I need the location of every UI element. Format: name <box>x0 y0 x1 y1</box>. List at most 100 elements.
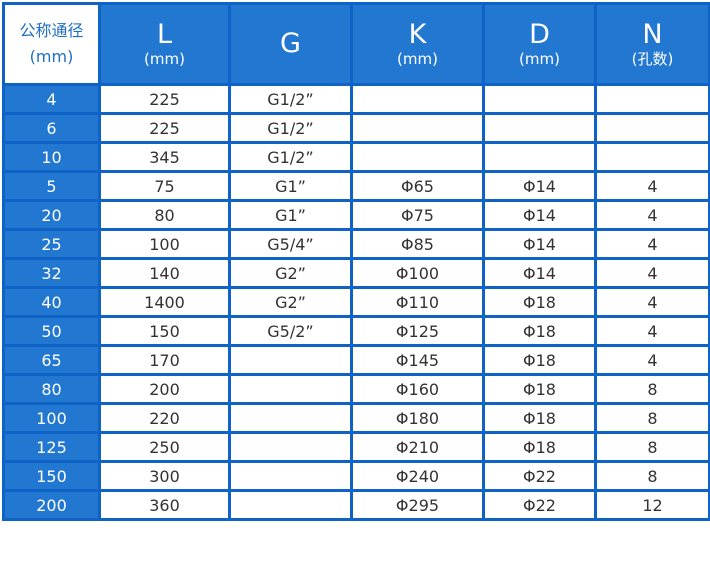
cell-K: Φ75 <box>350 199 485 231</box>
cell-L: 345 <box>98 141 231 173</box>
cell-dn: 80 <box>2 373 101 405</box>
cell-dn: 5 <box>2 170 101 202</box>
cell-G: G2” <box>228 286 353 318</box>
cell-D: Φ18 <box>482 431 597 463</box>
cell-L: 75 <box>98 170 231 202</box>
cell-N <box>594 112 710 144</box>
cell-N: 4 <box>594 199 710 231</box>
cell-D: Φ18 <box>482 315 597 347</box>
table-row: 125 250 Φ210 Φ18 8 <box>2 431 710 463</box>
cell-G: G1/2” <box>228 112 353 144</box>
table-row: 40 1400 G2” Φ110 Φ18 4 <box>2 286 710 318</box>
cell-G: G1/2” <box>228 141 353 173</box>
cell-D <box>482 141 597 173</box>
cell-dn: 20 <box>2 199 101 231</box>
cell-D: Φ18 <box>482 373 597 405</box>
cell-K: Φ85 <box>350 228 485 260</box>
cell-N: 4 <box>594 344 710 376</box>
table-row: 65 170 Φ145 Φ18 4 <box>2 344 710 376</box>
cell-dn: 4 <box>2 83 101 115</box>
header-G: G <box>228 2 353 86</box>
cell-K <box>350 83 485 115</box>
cell-G: G5/4” <box>228 228 353 260</box>
cell-N: 4 <box>594 315 710 347</box>
cell-N: 12 <box>594 489 710 521</box>
cell-L: 300 <box>98 460 231 492</box>
cell-G: G1” <box>228 199 353 231</box>
cell-L: 225 <box>98 83 231 115</box>
header-N: N (孔数) <box>594 2 710 86</box>
cell-D: Φ18 <box>482 402 597 434</box>
cell-D: Φ22 <box>482 489 597 521</box>
cell-K: Φ100 <box>350 257 485 289</box>
cell-L: 220 <box>98 402 231 434</box>
table-row: 4 225 G1/2” <box>2 83 710 115</box>
cell-G: G1/2” <box>228 83 353 115</box>
cell-K: Φ145 <box>350 344 485 376</box>
table-row: 150 300 Φ240 Φ22 8 <box>2 460 710 492</box>
cell-L: 140 <box>98 257 231 289</box>
header-L: L (mm) <box>98 2 231 86</box>
cell-dn: 50 <box>2 315 101 347</box>
cell-G <box>228 431 353 463</box>
cell-L: 200 <box>98 373 231 405</box>
cell-D: Φ14 <box>482 199 597 231</box>
cell-K: Φ110 <box>350 286 485 318</box>
cell-N: 4 <box>594 170 710 202</box>
cell-dn: 6 <box>2 112 101 144</box>
cell-N: 8 <box>594 402 710 434</box>
cell-D: Φ14 <box>482 257 597 289</box>
cell-G <box>228 402 353 434</box>
cell-N: 4 <box>594 228 710 260</box>
cell-N <box>594 83 710 115</box>
cell-K: Φ210 <box>350 431 485 463</box>
header-nominal-diameter: 公称通径 (mm) <box>2 2 101 86</box>
cell-dn: 150 <box>2 460 101 492</box>
cell-D: Φ18 <box>482 286 597 318</box>
table-row: 80 200 Φ160 Φ18 8 <box>2 373 710 405</box>
cell-D: Φ22 <box>482 460 597 492</box>
cell-D: Φ18 <box>482 344 597 376</box>
cell-dn: 32 <box>2 257 101 289</box>
cell-K: Φ125 <box>350 315 485 347</box>
cell-L: 360 <box>98 489 231 521</box>
cell-G: G5/2” <box>228 315 353 347</box>
table-row: 100 220 Φ180 Φ18 8 <box>2 402 710 434</box>
cell-K <box>350 141 485 173</box>
cell-K: Φ160 <box>350 373 485 405</box>
table-row: 200 360 Φ295 Φ22 12 <box>2 489 710 521</box>
table-row: 6 225 G1/2” <box>2 112 710 144</box>
cell-G <box>228 460 353 492</box>
cell-K <box>350 112 485 144</box>
cell-L: 170 <box>98 344 231 376</box>
cell-N: 8 <box>594 373 710 405</box>
cell-N <box>594 141 710 173</box>
cell-G: G1” <box>228 170 353 202</box>
cell-D <box>482 112 597 144</box>
cell-D: Φ14 <box>482 228 597 260</box>
header-D: D (mm) <box>482 2 597 86</box>
cell-K: Φ180 <box>350 402 485 434</box>
table-row: 10 345 G1/2” <box>2 141 710 173</box>
cell-G: G2” <box>228 257 353 289</box>
cell-dn: 100 <box>2 402 101 434</box>
cell-N: 8 <box>594 431 710 463</box>
cell-G <box>228 344 353 376</box>
cell-D: Φ14 <box>482 170 597 202</box>
cell-N: 8 <box>594 460 710 492</box>
table-row: 20 80 G1” Φ75 Φ14 4 <box>2 199 710 231</box>
cell-N: 4 <box>594 286 710 318</box>
cell-L: 150 <box>98 315 231 347</box>
cell-L: 100 <box>98 228 231 260</box>
header-row: 公称通径 (mm) L (mm) G K (mm) D (mm) N (孔数) <box>2 2 710 86</box>
table-row: 5 75 G1” Φ65 Φ14 4 <box>2 170 710 202</box>
cell-dn: 65 <box>2 344 101 376</box>
cell-L: 1400 <box>98 286 231 318</box>
cell-K: Φ295 <box>350 489 485 521</box>
cell-L: 80 <box>98 199 231 231</box>
cell-G <box>228 489 353 521</box>
cell-dn: 125 <box>2 431 101 463</box>
cell-D <box>482 83 597 115</box>
cell-G <box>228 373 353 405</box>
cell-dn: 40 <box>2 286 101 318</box>
